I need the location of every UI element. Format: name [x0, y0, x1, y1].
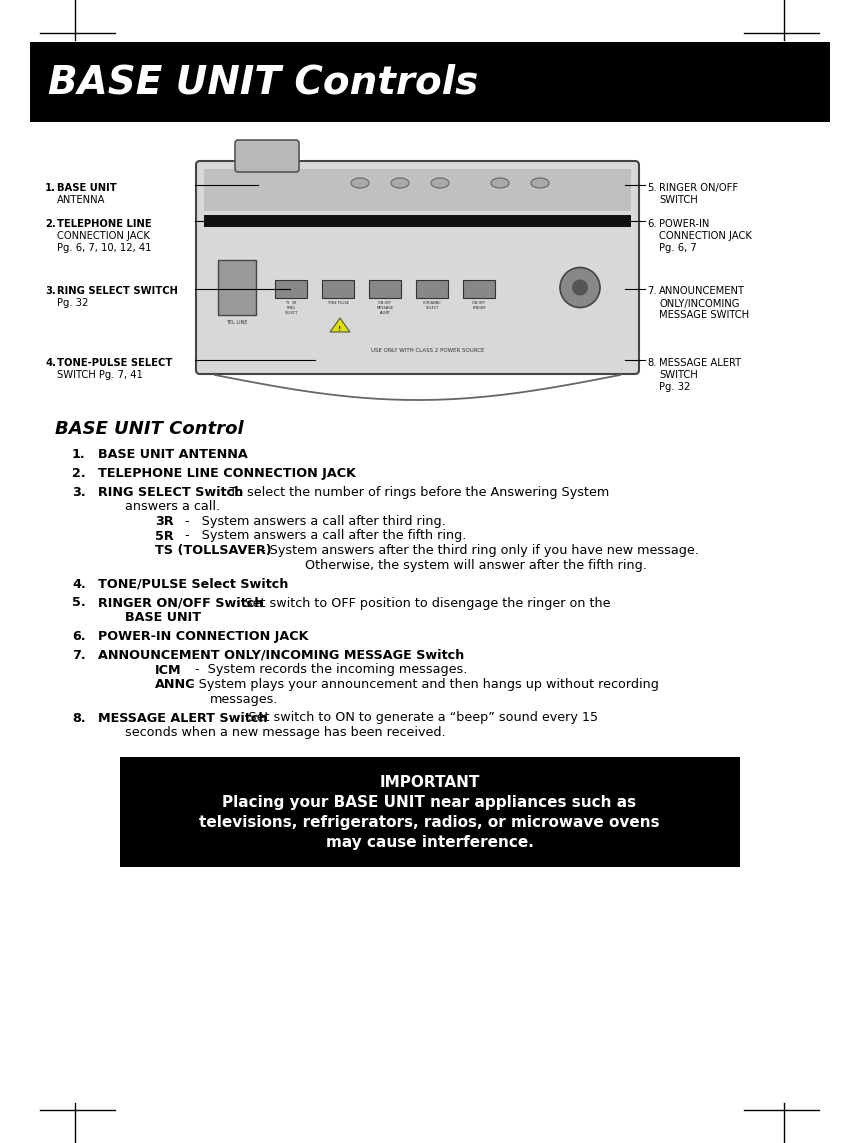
Text: BASE UNIT: BASE UNIT	[125, 612, 201, 624]
Text: !: !	[338, 326, 342, 331]
Text: -   System answers a call after third ring.: - System answers a call after third ring…	[177, 515, 446, 528]
Text: 7.: 7.	[647, 287, 656, 296]
Text: :: :	[405, 649, 410, 662]
Polygon shape	[330, 318, 350, 331]
Text: TEL LINE: TEL LINE	[226, 320, 247, 325]
Text: POWER-IN: POWER-IN	[659, 219, 710, 229]
Text: Pg. 32: Pg. 32	[57, 298, 88, 309]
Text: - System answers after the third ring only if you have new message.: - System answers after the third ring on…	[257, 544, 699, 557]
Text: 3.: 3.	[45, 287, 56, 296]
Text: TELEPHONE LINE: TELEPHONE LINE	[57, 219, 152, 229]
Text: 4.: 4.	[45, 358, 56, 368]
Text: .: .	[187, 612, 191, 624]
Bar	[204, 169, 631, 211]
Text: Pg. 32: Pg. 32	[659, 382, 691, 392]
Text: Pg. 6, 7: Pg. 6, 7	[659, 243, 697, 253]
Text: 1.: 1.	[45, 183, 56, 193]
Text: BASE UNIT: BASE UNIT	[57, 183, 117, 193]
Text: BASE UNIT Control: BASE UNIT Control	[55, 419, 244, 438]
Ellipse shape	[431, 178, 449, 187]
Text: -  System records the incoming messages.: - System records the incoming messages.	[183, 663, 467, 677]
Text: MESSAGE ALERT Switch: MESSAGE ALERT Switch	[98, 711, 267, 725]
Ellipse shape	[351, 178, 369, 187]
Bar	[369, 280, 401, 297]
Text: ON OFF
RINGER: ON OFF RINGER	[472, 302, 486, 310]
Text: - System plays your announcement and then hangs up without recording: - System plays your announcement and the…	[190, 678, 659, 692]
Bar	[275, 280, 307, 297]
Text: TONE/PULSE Select Switch: TONE/PULSE Select Switch	[98, 577, 289, 591]
Text: ICM: ICM	[155, 663, 181, 677]
Text: ONLY/INCOMING: ONLY/INCOMING	[659, 298, 740, 309]
Text: answers a call.: answers a call.	[125, 501, 220, 513]
Text: messages.: messages.	[210, 693, 278, 705]
Text: Otherwise, the system will answer after the fifth ring.: Otherwise, the system will answer after …	[305, 559, 647, 572]
Text: SWITCH Pg. 7, 41: SWITCH Pg. 7, 41	[57, 370, 143, 379]
Text: may cause interference.: may cause interference.	[326, 836, 533, 850]
Text: TS  3R
RING
SELECT: TS 3R RING SELECT	[284, 302, 298, 314]
Bar	[416, 280, 448, 297]
Text: CONNECTION JACK: CONNECTION JACK	[57, 231, 149, 241]
Text: -   System answers a call after the fifth ring.: - System answers a call after the fifth …	[177, 529, 466, 543]
Text: RING SELECT Switch: RING SELECT Switch	[98, 486, 243, 499]
Text: ANNOUNCEMENT ONLY/INCOMING MESSAGE Switch: ANNOUNCEMENT ONLY/INCOMING MESSAGE Switc…	[98, 649, 464, 662]
Text: : Set switch to OFF position to disengage the ringer on the: : Set switch to OFF position to disengag…	[236, 597, 611, 609]
Text: seconds when a new message has been received.: seconds when a new message has been rece…	[125, 726, 446, 740]
Bar	[204, 215, 631, 227]
Text: ANNC: ANNC	[155, 678, 196, 692]
Text: 4.: 4.	[72, 577, 86, 591]
Text: USE ONLY WITH CLASS 2 POWER SOURCE: USE ONLY WITH CLASS 2 POWER SOURCE	[371, 347, 484, 353]
Text: POWER-IN CONNECTION JACK: POWER-IN CONNECTION JACK	[98, 630, 308, 644]
Ellipse shape	[391, 178, 409, 187]
Ellipse shape	[491, 178, 509, 187]
FancyBboxPatch shape	[235, 139, 299, 171]
Text: BASE UNIT Controls: BASE UNIT Controls	[48, 63, 478, 101]
Bar	[218, 259, 256, 315]
Text: IMPORTANT: IMPORTANT	[380, 775, 479, 790]
Bar	[30, 42, 830, 122]
Text: BASE UNIT ANTENNA: BASE UNIT ANTENNA	[98, 448, 247, 461]
Text: MESSAGE ALERT: MESSAGE ALERT	[659, 358, 741, 368]
Bar	[463, 280, 495, 297]
Text: SWITCH: SWITCH	[659, 370, 698, 379]
Text: 5.: 5.	[647, 183, 656, 193]
Text: TS (TOLLSAVER): TS (TOLLSAVER)	[155, 544, 271, 557]
Text: ON OFF
MESSAGE
ALERT: ON OFF MESSAGE ALERT	[376, 302, 393, 314]
Text: TONE PULSE: TONE PULSE	[327, 302, 349, 305]
Text: TONE-PULSE SELECT: TONE-PULSE SELECT	[57, 358, 173, 368]
Text: 2.: 2.	[72, 467, 86, 480]
Text: CONNECTION JACK: CONNECTION JACK	[659, 231, 752, 241]
Text: 7.: 7.	[72, 649, 86, 662]
Text: 3R: 3R	[155, 515, 174, 528]
Text: RINGER ON/OFF: RINGER ON/OFF	[659, 183, 738, 193]
Text: 6.: 6.	[647, 219, 656, 229]
Text: ICM ANNC
SELECT: ICM ANNC SELECT	[423, 302, 441, 310]
Ellipse shape	[531, 178, 549, 187]
Text: ANTENNA: ANTENNA	[57, 195, 106, 205]
Circle shape	[560, 267, 600, 307]
Bar	[322, 280, 354, 297]
FancyBboxPatch shape	[196, 161, 639, 374]
Text: : Set switch to ON to generate a “beep” sound every 15: : Set switch to ON to generate a “beep” …	[240, 711, 598, 725]
Text: SWITCH: SWITCH	[659, 195, 698, 205]
Text: 2.: 2.	[45, 219, 56, 229]
Text: MESSAGE SWITCH: MESSAGE SWITCH	[659, 311, 749, 320]
Text: Pg. 6, 7, 10, 12, 41: Pg. 6, 7, 10, 12, 41	[57, 243, 151, 253]
Text: 5.: 5.	[72, 597, 86, 609]
Text: RING SELECT SWITCH: RING SELECT SWITCH	[57, 287, 178, 296]
Text: 8.: 8.	[72, 711, 86, 725]
Text: Placing your BASE UNIT near appliances such as: Placing your BASE UNIT near appliances s…	[222, 796, 637, 810]
Text: 3.: 3.	[72, 486, 86, 499]
Bar	[119, 757, 740, 868]
Text: RINGER ON/OFF Switch: RINGER ON/OFF Switch	[98, 597, 264, 609]
Text: : To select the number of rings before the Answering System: : To select the number of rings before t…	[221, 486, 609, 499]
Text: 1.: 1.	[72, 448, 86, 461]
Text: televisions, refrigerators, radios, or microwave ovens: televisions, refrigerators, radios, or m…	[199, 815, 660, 830]
Text: TELEPHONE LINE CONNECTION JACK: TELEPHONE LINE CONNECTION JACK	[98, 467, 356, 480]
Circle shape	[572, 280, 588, 296]
Text: ANNOUNCEMENT: ANNOUNCEMENT	[659, 287, 745, 296]
Text: 8.: 8.	[647, 358, 656, 368]
Text: 5R: 5R	[155, 529, 174, 543]
Text: 6.: 6.	[72, 630, 86, 644]
